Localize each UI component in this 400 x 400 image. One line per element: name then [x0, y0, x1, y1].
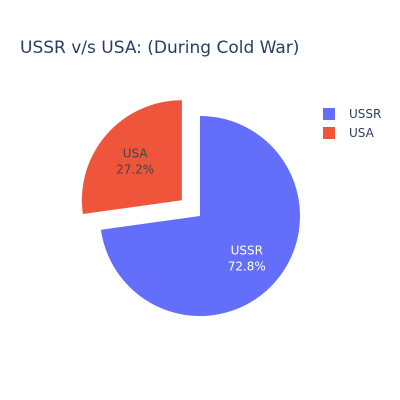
- chart-title: USSR v/s USA: (During Cold War): [20, 38, 299, 58]
- slice-label-percent-ussr: 72.8%: [228, 260, 266, 274]
- pie-slice-labels: USSR 72.8% USA 27.2%: [116, 147, 266, 274]
- legend-item-usa[interactable]: USA: [323, 126, 375, 140]
- legend-item-ussr[interactable]: USSR: [323, 107, 381, 121]
- legend-swatch-ussr: [323, 108, 335, 120]
- legend-label-ussr: USSR: [349, 107, 381, 121]
- pie-slice-ussr[interactable]: [100, 116, 300, 316]
- slice-label-percent-usa: 27.2%: [116, 163, 154, 177]
- slice-label-name-usa: USA: [123, 147, 149, 161]
- legend-swatch-usa: [323, 127, 335, 139]
- slice-label-name-ussr: USSR: [231, 244, 263, 258]
- legend: USSR USA: [323, 107, 381, 140]
- pie-slice-usa[interactable]: [81, 100, 182, 215]
- pie-slices: [81, 100, 300, 316]
- legend-label-usa: USA: [349, 126, 375, 140]
